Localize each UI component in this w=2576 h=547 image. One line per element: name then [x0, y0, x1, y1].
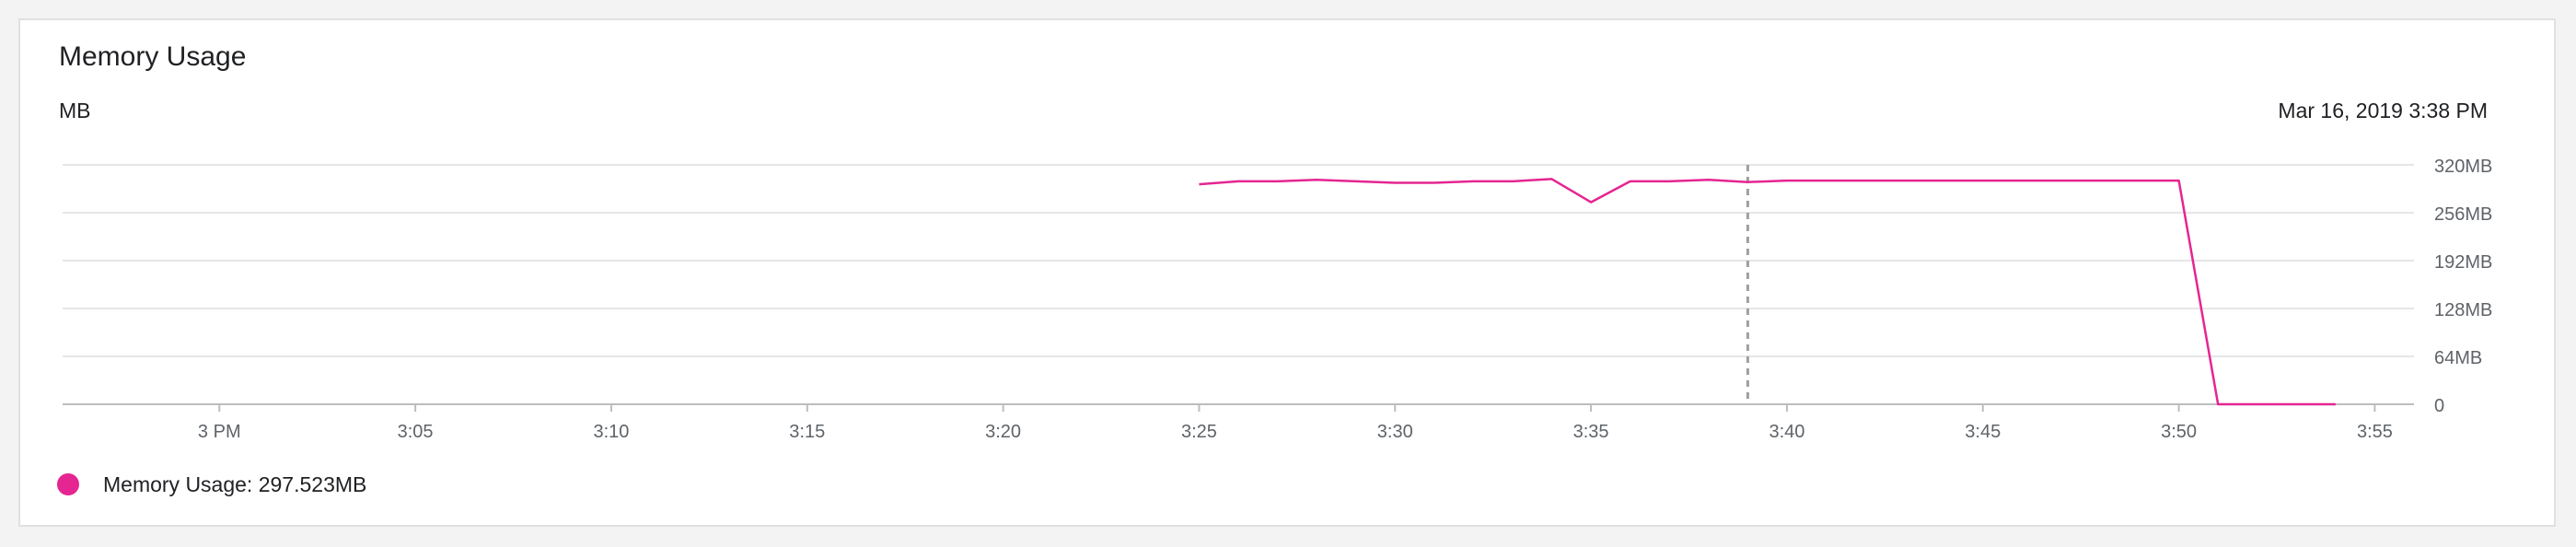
x-tick-label: 3:50	[2161, 422, 2197, 442]
x-tick-label: 3:55	[2357, 422, 2393, 442]
y-tick-label: 192MB	[2434, 252, 2492, 273]
y-tick-label: 64MB	[2434, 348, 2482, 368]
series-line-memory-usage[interactable]	[1199, 178, 2336, 406]
x-tick-label: 3:30	[1377, 422, 1413, 442]
y-unit-label: MB	[59, 99, 91, 122]
memory-usage-card: Memory Usage MB Mar 16, 2019 3:38 PM 3 P…	[18, 18, 2556, 527]
grid-lines	[63, 164, 2414, 405]
x-tick-label: 3:10	[593, 422, 629, 442]
legend-swatch-icon	[57, 473, 79, 495]
y-tick-label: 320MB	[2434, 157, 2492, 177]
y-tick-label: 128MB	[2434, 300, 2492, 320]
series-lines	[1199, 178, 2336, 406]
hover-timestamp: Mar 16, 2019 3:38 PM	[2278, 99, 2488, 122]
memory-usage-chart[interactable]: 3 PM 3:05 3:10 3:15 3:20 3:25 3:30 3:35 3:40 3:45…	[20, 20, 2554, 525]
x-tick-label: 3:20	[985, 422, 1021, 442]
x-tick-label: 3:15	[789, 422, 825, 442]
x-tick-label: 3:40	[1769, 422, 1804, 442]
legend-label: Memory Usage: 297.523MB	[103, 472, 367, 496]
x-tick-label: 3:35	[1573, 422, 1609, 442]
x-tick-label: 3:45	[1965, 422, 2001, 442]
y-tick-label: 256MB	[2434, 204, 2492, 225]
legend[interactable]: Memory Usage: 297.523MB	[57, 470, 366, 499]
x-tick-label: 3 PM	[198, 422, 241, 442]
y-axis-tick-labels: 0 64MB 128MB 192MB 256MB 320MB	[2434, 157, 2492, 416]
x-axis: 3 PM 3:05 3:10 3:15 3:20 3:25 3:30 3:35 3:40 3:45…	[198, 404, 2393, 442]
x-tick-label: 3:25	[1181, 422, 1217, 442]
chart-title: Memory Usage	[59, 41, 247, 72]
x-tick-label: 3:05	[398, 422, 434, 442]
y-tick-label: 0	[2434, 396, 2444, 416]
